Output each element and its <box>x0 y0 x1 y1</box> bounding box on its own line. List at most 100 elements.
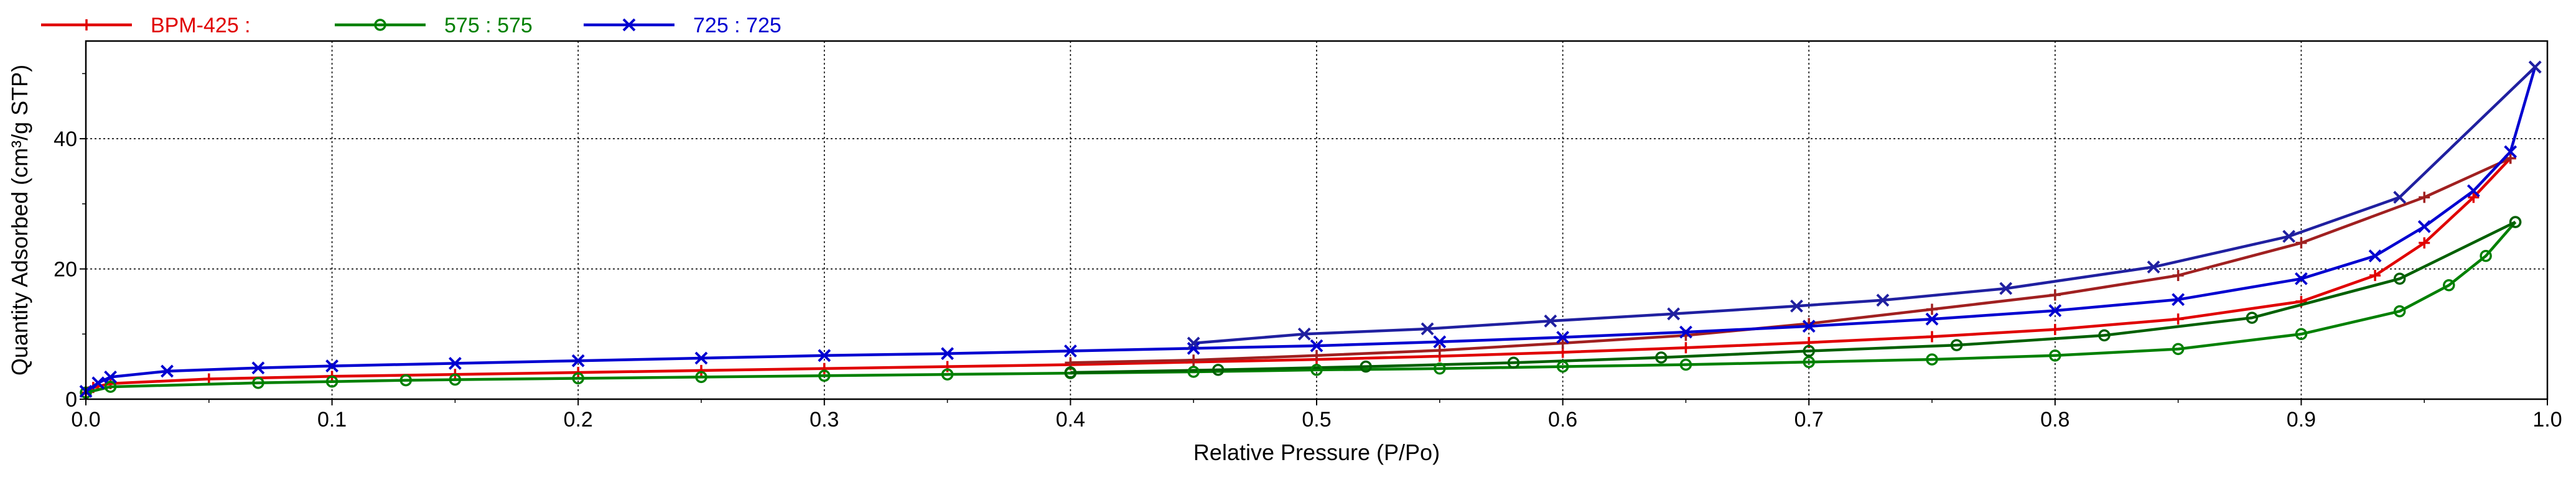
series-3-adsorption-point <box>1433 335 1447 349</box>
series-2-adsorption-point <box>1434 362 1446 375</box>
x-tick-label: 0.1 <box>317 408 347 432</box>
y-axis-title: Quantity Adsorbed (cm³/g STP) <box>7 65 32 376</box>
series-3-desorption-line <box>1193 66 2536 345</box>
series-2-adsorption-point <box>399 374 413 387</box>
series-2-adsorption-point <box>252 377 264 389</box>
series-2-adsorption-point <box>2480 249 2492 262</box>
series-2-desorption-point <box>1655 351 1668 364</box>
series-1 <box>80 152 2516 399</box>
series-3-adsorption-point <box>1556 331 1570 344</box>
series-1-desorption-point <box>1311 349 1322 361</box>
axis-ticks: 0.0 0.1 0.2 0.3 0.4 0.5 0.6 0.7 0.8 0.9 1.0 0 20 40 <box>54 73 2562 432</box>
series-3-adsorption-point <box>2048 304 2062 317</box>
y-tick-label: 40 <box>54 127 77 151</box>
series-2-adsorption-point <box>1310 364 1323 376</box>
series-2-desorption-point <box>2509 216 2522 228</box>
series-1-adsorption-point <box>2468 192 2480 203</box>
series-3-adsorption-point <box>2172 293 2185 307</box>
series-3-desorption-point <box>1544 314 1557 328</box>
series-2-desorption-point <box>1212 364 1225 376</box>
series-2-adsorption-point <box>449 373 462 386</box>
legend-marker <box>622 18 636 32</box>
series-3-adsorption-point <box>571 354 585 367</box>
series-1-desorption-line <box>1070 157 2511 364</box>
series-2-adsorption-point <box>572 372 584 385</box>
series-2-adsorption-point <box>1803 356 1815 369</box>
series-3-adsorption-point <box>1679 325 1692 339</box>
series-1-adsorption-point <box>1926 331 1938 343</box>
series-2-adsorption-point <box>941 368 954 381</box>
series-2-desorption-point <box>2246 312 2259 324</box>
series-3-adsorption-point <box>2368 249 2382 263</box>
series-3-desorption-point <box>2393 190 2407 204</box>
x-tick-label: 0.8 <box>2040 408 2070 432</box>
x-tick-label: 1.0 <box>2532 408 2562 432</box>
legend-label: 725 : 725 <box>693 14 782 37</box>
legend-item-2: 575 : 575 <box>335 14 533 37</box>
series-2-adsorption-point <box>104 381 117 393</box>
series-1-desorption-point <box>1434 344 1445 356</box>
series-3-adsorption-point <box>1310 339 1323 353</box>
series-2-desorption-point <box>2098 329 2111 342</box>
legend-label: 575 : 575 <box>444 14 533 37</box>
series-3-adsorption-line <box>85 67 2537 393</box>
legend: BPM-425 : 575 : 575 725 : 725 <box>41 14 782 37</box>
series-3-adsorption-point <box>2294 272 2308 285</box>
series-layer <box>79 60 2542 399</box>
series-2-adsorption-point <box>1187 366 1200 378</box>
x-tick-label: 0.0 <box>71 408 100 432</box>
series-1-desorption-point <box>2049 289 2061 301</box>
series-3-adsorption-point <box>161 364 174 378</box>
x-tick-label: 0.2 <box>564 408 593 432</box>
series-3-adsorption-point <box>694 351 708 365</box>
series-1-desorption-point <box>1557 337 1569 349</box>
series-2-adsorption-point <box>2295 328 2308 341</box>
series-3-desorption-point <box>1999 282 2013 295</box>
series-3-adsorption-point <box>104 370 117 384</box>
series-1-desorption-point <box>2295 237 2307 249</box>
series-1-adsorption-point <box>2369 270 2381 282</box>
series-1-desorption-point <box>1188 354 1200 366</box>
series-3-desorption-point <box>1876 293 1890 307</box>
y-tick-label: 20 <box>54 258 77 282</box>
series-3-adsorption-point <box>91 376 105 390</box>
series-3-adsorption-point <box>2417 220 2431 233</box>
series-3-adsorption-point <box>1187 341 1200 355</box>
series-2-adsorption-point <box>1926 353 1938 366</box>
series-1-desorption-point <box>2504 152 2516 164</box>
series-2-adsorption-point <box>1679 358 1692 371</box>
series-1-adsorption-point <box>2419 237 2430 249</box>
series-2-desorption-point <box>1507 356 1520 369</box>
series-3-desorption-point <box>2282 229 2296 243</box>
series-3-adsorption-point <box>448 356 462 370</box>
series-2-desorption-line <box>1070 221 2516 374</box>
series-2-desorption-point <box>1360 360 1372 373</box>
legend-item-1: BPM-425 : <box>41 14 251 37</box>
series-2-adsorption-point <box>2172 343 2185 356</box>
series-2-desorption-point <box>1803 344 1815 358</box>
series-3-desorption-point <box>1790 299 1803 313</box>
series-3-desorption-point <box>1187 336 1200 350</box>
series-1-adsorption-point <box>696 364 707 376</box>
legend-marker <box>81 19 92 30</box>
series-2-adsorption-line <box>85 221 2517 394</box>
series-3-desorption-point <box>1297 327 1311 341</box>
series-2-adsorption-point <box>695 371 707 384</box>
series-2-adsorption-point <box>2393 305 2406 318</box>
series-2 <box>80 216 2522 399</box>
x-tick-label: 0.4 <box>1056 408 1085 432</box>
series-2-adsorption-point <box>818 369 831 382</box>
series-1-desorption-point <box>1926 303 1938 315</box>
legend-label: BPM-425 : <box>151 14 251 37</box>
series-3-adsorption-point <box>251 361 265 375</box>
series-1-adsorption-point <box>203 373 215 385</box>
series-3-adsorption-point <box>325 359 339 373</box>
series-3-adsorption-point <box>1802 320 1816 333</box>
series-3-adsorption-point <box>2504 145 2518 159</box>
series-3-adsorption-point <box>2466 184 2480 198</box>
series-3-adsorption-point <box>1925 312 1939 326</box>
legend-item-3: 725 : 725 <box>584 14 782 37</box>
series-3-adsorption-point <box>818 349 831 362</box>
series-1-adsorption-point <box>1680 342 1692 354</box>
